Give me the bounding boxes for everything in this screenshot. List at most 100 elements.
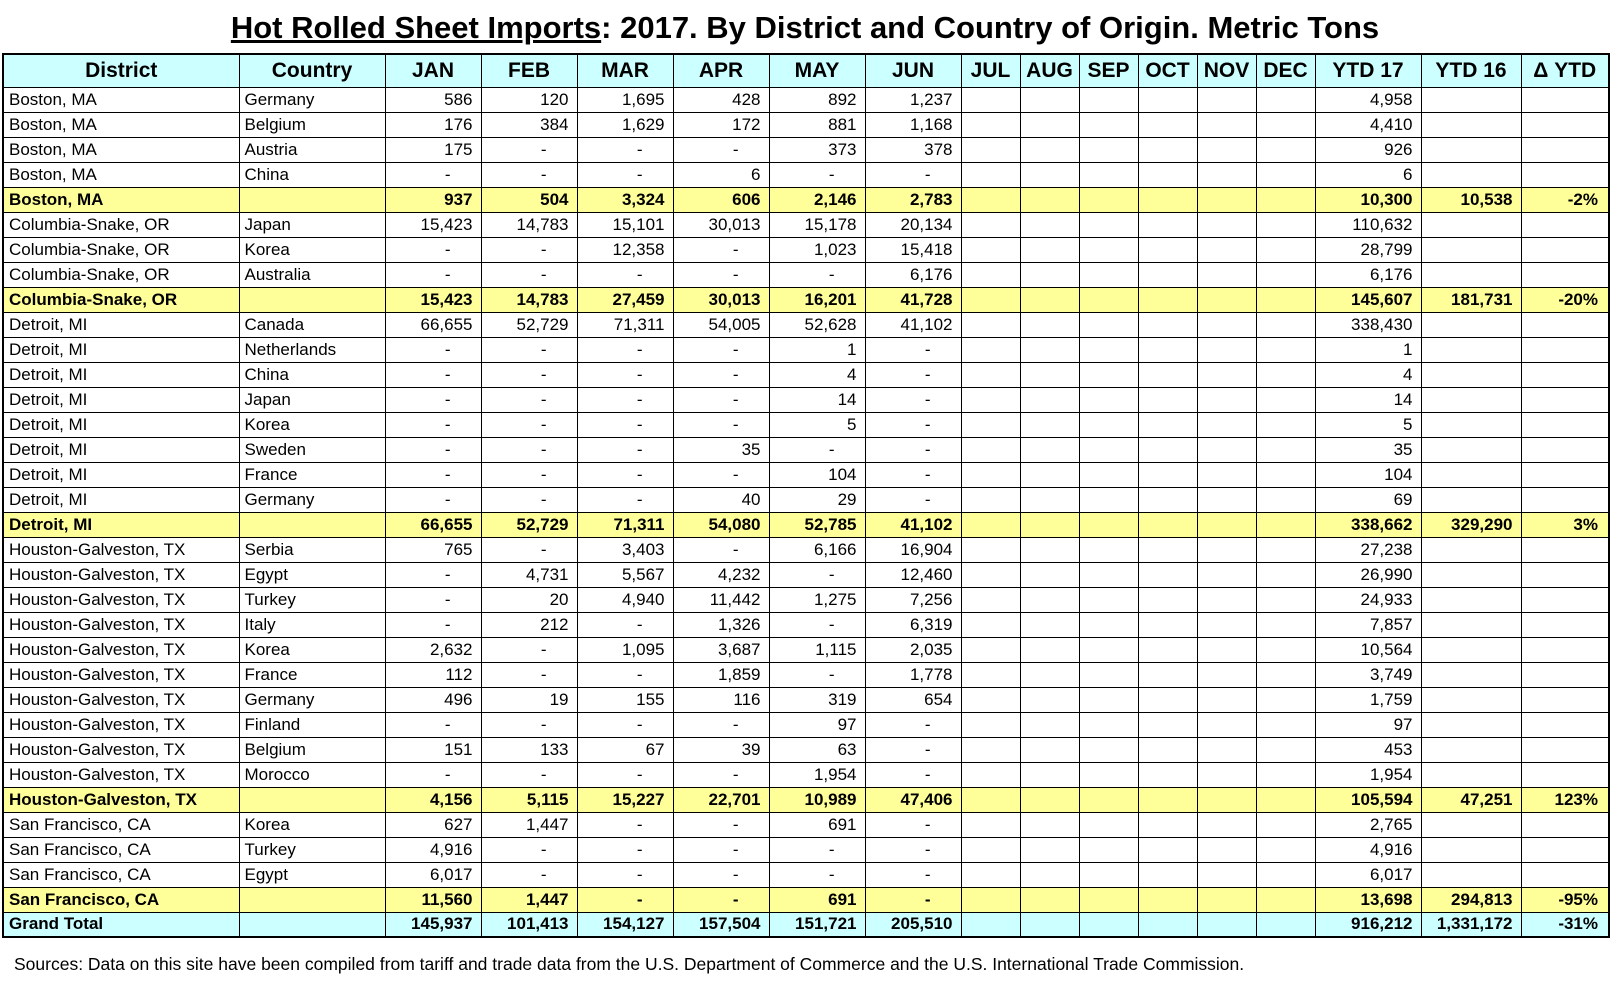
cell-sep xyxy=(1078,761,1139,788)
cell-jan: - xyxy=(384,461,482,488)
cell-may: 104 xyxy=(768,461,866,488)
cell-aug xyxy=(1019,636,1080,663)
cell-jul xyxy=(960,861,1021,888)
cell-aug xyxy=(1019,761,1080,788)
table-header: District Country JAN FEB MAR APR MAY JUN JUL AUG S… xyxy=(2,53,1610,88)
cell-delta-ytd xyxy=(1520,811,1610,838)
cell-aug xyxy=(1019,286,1080,313)
cell-oct xyxy=(1137,636,1198,663)
cell-jun: - xyxy=(864,411,962,438)
cell-feb: - xyxy=(480,336,578,363)
cell-aug xyxy=(1019,686,1080,713)
cell-mar: 71,311 xyxy=(576,511,674,538)
cell-nov xyxy=(1196,211,1257,238)
cell-apr: 22,701 xyxy=(672,786,770,813)
cell-ytd-16: 329,290 xyxy=(1420,511,1522,538)
column-header-district: District xyxy=(2,53,240,88)
cell-country: Austria xyxy=(238,136,386,163)
cell-may: 10,989 xyxy=(768,786,866,813)
cell-nov xyxy=(1196,561,1257,588)
column-header-jan: JAN xyxy=(384,53,482,88)
cell-mar: 155 xyxy=(576,686,674,713)
cell-may: 14 xyxy=(768,386,866,413)
cell-country: Serbia xyxy=(238,536,386,563)
cell-may: 52,628 xyxy=(768,311,866,338)
cell-mar: - xyxy=(576,436,674,463)
cell-apr: - xyxy=(672,411,770,438)
cell-jun: 41,102 xyxy=(864,511,962,538)
cell-oct xyxy=(1137,286,1198,313)
cell-oct xyxy=(1137,911,1198,938)
cell-nov xyxy=(1196,336,1257,363)
cell-sep xyxy=(1078,186,1139,213)
cell-dec xyxy=(1255,786,1316,813)
cell-apr: 54,005 xyxy=(672,311,770,338)
cell-aug xyxy=(1019,486,1080,513)
table-row: Houston-Galveston, TX Belgium 151 133 67 39 63… xyxy=(2,736,1610,763)
cell-jul xyxy=(960,836,1021,863)
cell-oct xyxy=(1137,886,1198,913)
cell-jan: 4,156 xyxy=(384,786,482,813)
cell-feb: - xyxy=(480,711,578,738)
cell-dec xyxy=(1255,586,1316,613)
cell-mar: - xyxy=(576,461,674,488)
cell-may: 1,023 xyxy=(768,236,866,263)
cell-jul xyxy=(960,511,1021,538)
cell-dec xyxy=(1255,461,1316,488)
table-row: San Francisco, CA Turkey 4,916- - - - -4,916 xyxy=(2,836,1610,863)
cell-feb: - xyxy=(480,861,578,888)
cell-dec xyxy=(1255,236,1316,263)
cell-jul xyxy=(960,336,1021,363)
cell-country: Germany xyxy=(238,86,386,113)
cell-feb: - xyxy=(480,411,578,438)
cell-jun: - xyxy=(864,386,962,413)
column-header-delta-ytd: Δ YTD xyxy=(1520,53,1610,88)
cell-jul xyxy=(960,286,1021,313)
cell-oct xyxy=(1137,86,1198,113)
cell-mar: - xyxy=(576,361,674,388)
cell-mar: - xyxy=(576,861,674,888)
subtotal-row: Detroit, MI 66,655 52,729 71,311 54,080 52,78… xyxy=(2,511,1610,538)
cell-ytd-17: 27,238 xyxy=(1314,536,1422,563)
column-header-oct: OCT xyxy=(1137,53,1198,88)
subtotal-row: Columbia-Snake, OR 15,423 14,783 27,459 30,0… xyxy=(2,286,1610,313)
cell-jan: 765 xyxy=(384,536,482,563)
cell-dec xyxy=(1255,536,1316,563)
source-note: Sources: Data on this site have been com… xyxy=(14,954,1245,974)
cell-ytd-17: 35 xyxy=(1314,436,1422,463)
cell-delta-ytd xyxy=(1520,586,1610,613)
cell-jun: - xyxy=(864,361,962,388)
cell-aug xyxy=(1019,236,1080,263)
cell-jun: 15,418 xyxy=(864,236,962,263)
cell-nov xyxy=(1196,136,1257,163)
cell-aug xyxy=(1019,86,1080,113)
cell-apr: - xyxy=(672,536,770,563)
cell-ytd-17: 104 xyxy=(1314,461,1422,488)
cell-nov xyxy=(1196,636,1257,663)
cell-jan: 176 xyxy=(384,111,482,138)
cell-jun: 41,102 xyxy=(864,311,962,338)
cell-nov xyxy=(1196,186,1257,213)
cell-district: Houston-Galveston, TX xyxy=(2,561,240,588)
table-row: San Francisco, CA Egypt 6,017- - - - -6,017 xyxy=(2,861,1610,888)
cell-delta-ytd: 3% xyxy=(1520,511,1610,538)
cell-jun: - xyxy=(864,861,962,888)
cell-apr: - xyxy=(672,861,770,888)
table-row: Houston-Galveston, TX Egypt -4,731 5,567 4,2… xyxy=(2,561,1610,588)
cell-apr: - xyxy=(672,261,770,288)
cell-may: 29 xyxy=(768,486,866,513)
cell-dec xyxy=(1255,636,1316,663)
cell-may: 1,954 xyxy=(768,761,866,788)
cell-may: - xyxy=(768,861,866,888)
cell-delta-ytd: -95% xyxy=(1520,886,1610,913)
cell-jan: - xyxy=(384,561,482,588)
cell-district: Columbia-Snake, OR xyxy=(2,236,240,263)
cell-feb: - xyxy=(480,436,578,463)
cell-jan: 937 xyxy=(384,186,482,213)
cell-aug xyxy=(1019,461,1080,488)
cell-dec xyxy=(1255,711,1316,738)
cell-ytd-16 xyxy=(1420,236,1522,263)
cell-country xyxy=(238,511,386,538)
cell-dec xyxy=(1255,286,1316,313)
cell-nov xyxy=(1196,386,1257,413)
